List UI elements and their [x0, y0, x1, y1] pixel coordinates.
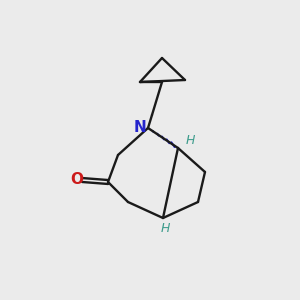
Text: H: H — [185, 134, 195, 146]
Text: N: N — [134, 121, 146, 136]
Text: O: O — [70, 172, 83, 188]
Text: H: H — [160, 221, 170, 235]
